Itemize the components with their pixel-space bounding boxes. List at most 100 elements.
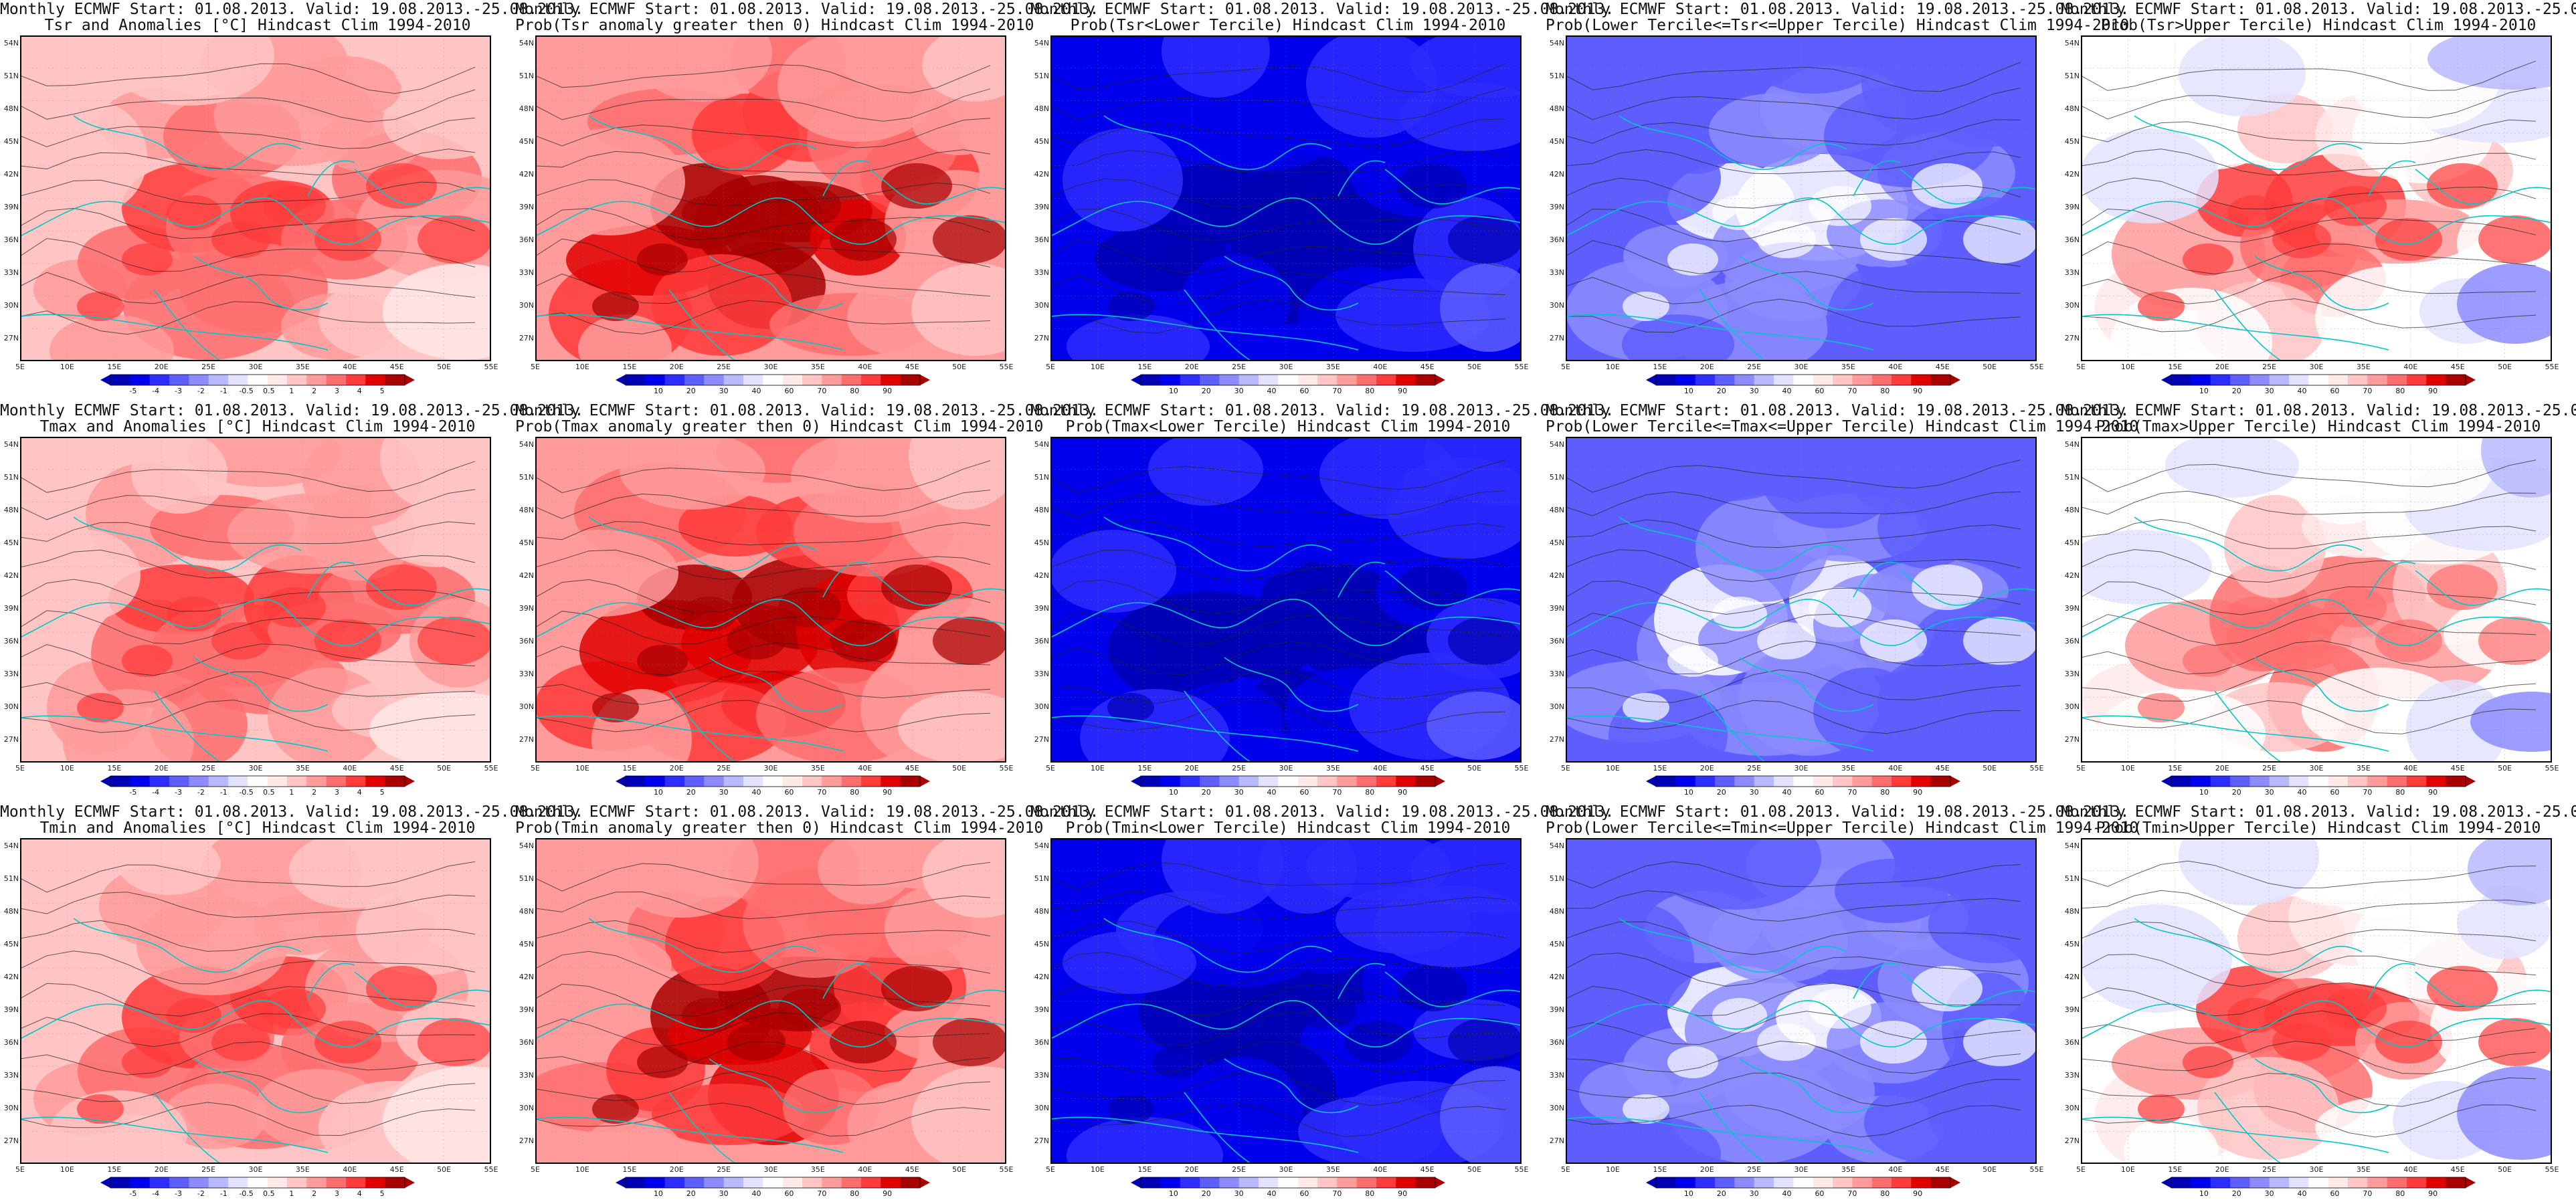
longitude-label: 55E xyxy=(2545,764,2559,773)
longitude-label: 35E xyxy=(295,363,310,371)
latitude-label: 45N xyxy=(519,137,534,146)
colorbar-tick-label: 20 xyxy=(686,387,696,395)
longitude-label: 50E xyxy=(437,1165,452,1174)
longitude-label: 35E xyxy=(1325,764,1340,773)
map-panel: Monthly ECMWF Start: 01.08.2013. Valid: … xyxy=(2061,0,2576,401)
longitude-label: 55E xyxy=(484,363,498,371)
colorbar-tick-label: -3 xyxy=(175,387,183,395)
field-region xyxy=(2427,35,2552,90)
latitude-label: 30N xyxy=(1034,702,1049,711)
longitude-label: 35E xyxy=(1325,1165,1340,1174)
coastline xyxy=(1900,570,2037,606)
colorbar-tick-label: 30 xyxy=(2264,788,2274,797)
longitude-label: 25E xyxy=(201,764,216,773)
field-region xyxy=(911,1066,1006,1164)
longitude-label: 20E xyxy=(154,764,169,773)
latitude-label: 27N xyxy=(2064,1136,2080,1145)
field-region xyxy=(1650,35,1808,94)
field-region xyxy=(2336,437,2493,511)
latitude-label: 27N xyxy=(1549,334,1564,342)
longitude-label: 20E xyxy=(2215,363,2229,371)
longitude-label: 20E xyxy=(2215,764,2229,773)
coastline xyxy=(1739,657,1874,712)
longitude-label: 55E xyxy=(1514,363,1529,371)
latitude-label: 54N xyxy=(1034,841,1049,850)
map-panel: Monthly ECMWF Start: 01.08.2013. Valid: … xyxy=(515,803,1099,1204)
latitude-label: 51N xyxy=(2064,72,2080,80)
latitude-label: 54N xyxy=(1549,440,1564,449)
coastline xyxy=(307,160,355,197)
latitude-label: 54N xyxy=(519,440,534,449)
latitude-label: 33N xyxy=(519,670,534,678)
latitude-label: 39N xyxy=(2064,604,2080,613)
latitude-label: 51N xyxy=(3,72,19,80)
longitude-label: 45E xyxy=(2450,363,2465,371)
longitude-label: 5E xyxy=(1046,1165,1055,1174)
colorbar-tick-label: 30 xyxy=(719,387,729,395)
coastline xyxy=(535,599,1006,646)
map-frame xyxy=(1566,838,2037,1164)
longitude-label: 35E xyxy=(810,764,825,773)
latitude-label: 54N xyxy=(519,39,534,47)
longitude-label: 15E xyxy=(2168,1165,2183,1174)
coastline xyxy=(193,1058,329,1114)
longitude-label: 20E xyxy=(1184,764,1199,773)
colorbar-tick-label: 40 xyxy=(1267,387,1277,395)
longitude-label: 5E xyxy=(15,1165,25,1174)
map-frame xyxy=(1566,35,2037,361)
latitude-label: 36N xyxy=(519,235,534,244)
colorbar-tick-label: -0.5 xyxy=(239,387,254,395)
latitude-label: 51N xyxy=(1549,72,1564,80)
field-region xyxy=(1162,35,1270,98)
longitude-label: 30E xyxy=(763,1165,778,1174)
latitude-label: 39N xyxy=(1549,203,1564,211)
colorbar-tick-label: -5 xyxy=(129,1189,137,1198)
colorbar-tick-label: 30 xyxy=(1749,788,1759,797)
panel-header: Monthly ECMWF Start: 01.08.2013. Valid: … xyxy=(1546,1,2130,18)
latitude-label: 39N xyxy=(1549,604,1564,613)
map-frame xyxy=(20,35,491,361)
latitude-label: 45N xyxy=(1034,940,1049,948)
latitude-label: 54N xyxy=(2064,39,2080,47)
latitude-label: 33N xyxy=(1034,268,1049,277)
latitude-label: 33N xyxy=(2064,268,2080,277)
longitude-label: 25E xyxy=(201,363,216,371)
latitude-label: 51N xyxy=(1549,473,1564,482)
longitude-label: 10E xyxy=(1090,764,1105,773)
colorbar-tick-label: 4 xyxy=(357,387,362,395)
latitude-label: 33N xyxy=(1549,1071,1564,1080)
colorbar-tick-label: 80 xyxy=(1880,387,1890,395)
colorbar-tick-label: 70 xyxy=(1847,788,1857,797)
latitude-label: 45N xyxy=(1034,137,1049,146)
latitude-label: 51N xyxy=(3,874,19,883)
colorbar-tick-label: 90 xyxy=(1913,788,1923,797)
latitude-label: 39N xyxy=(3,1005,19,1014)
latitude-label: 30N xyxy=(519,702,534,711)
longitude-label: 35E xyxy=(810,1165,825,1174)
longitude-label: 10E xyxy=(2120,363,2135,371)
colorbar-tick-label: 40 xyxy=(1267,1189,1277,1198)
latitude-label: 30N xyxy=(3,702,19,711)
latitude-label: 48N xyxy=(1034,506,1049,514)
latitude-label: 48N xyxy=(1034,104,1049,113)
coastline xyxy=(2368,561,2416,598)
field-region xyxy=(393,35,491,106)
latitude-label: 42N xyxy=(1549,170,1564,179)
field-region xyxy=(1050,530,1176,613)
colorbar xyxy=(1646,374,1960,386)
coastline xyxy=(869,169,1006,205)
longitude-label: 50E xyxy=(2498,363,2512,371)
colorbar-tick-label: 30 xyxy=(1234,788,1244,797)
longitude-label: 45E xyxy=(389,363,404,371)
colorbar-tick-label: 10 xyxy=(1168,387,1178,395)
colorbar-tick-label: 70 xyxy=(2363,788,2373,797)
longitude-label: 15E xyxy=(622,363,637,371)
map-panel: Monthly ECMWF Start: 01.08.2013. Valid: … xyxy=(1030,803,1614,1204)
longitude-label: 40E xyxy=(1888,1165,1903,1174)
latitude-label: 39N xyxy=(1549,1005,1564,1014)
field-region xyxy=(136,896,288,995)
colorbar-tick-label: 30 xyxy=(719,1189,729,1198)
map-frame xyxy=(535,437,1006,763)
longitude-label: 15E xyxy=(622,1165,637,1174)
colorbar-tick-label: 40 xyxy=(751,1189,761,1198)
